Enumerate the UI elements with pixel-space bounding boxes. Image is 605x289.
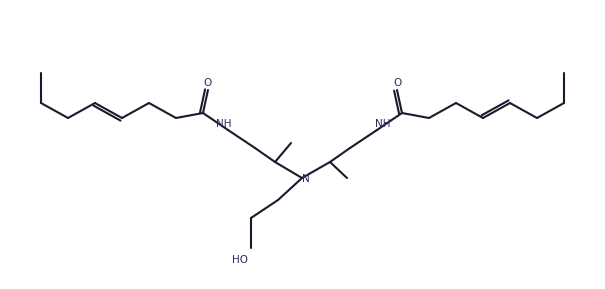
Text: O: O <box>393 78 401 88</box>
Text: N: N <box>302 174 310 184</box>
Text: O: O <box>204 78 212 88</box>
Text: HO: HO <box>232 255 248 265</box>
Text: NH: NH <box>216 119 232 129</box>
Text: NH: NH <box>375 119 391 129</box>
